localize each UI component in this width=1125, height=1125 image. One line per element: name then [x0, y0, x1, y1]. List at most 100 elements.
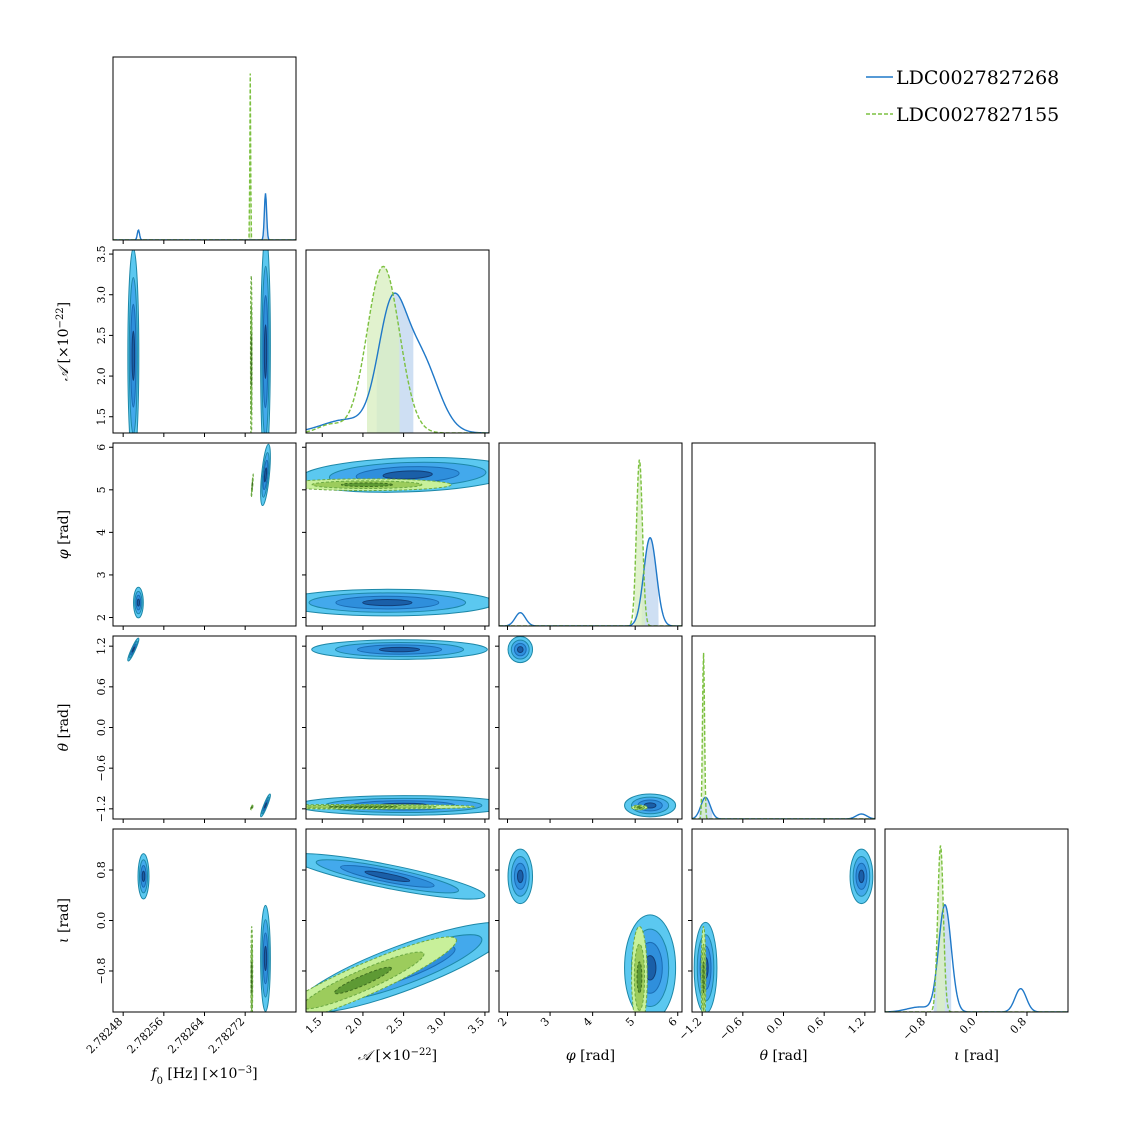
x-tick-label-f0: 2.78272: [206, 1015, 247, 1056]
contour-blue-core-0: [263, 467, 268, 483]
marginal-curve-green-iota: [885, 845, 1068, 1012]
panel-frame-phi-theta: [691, 442, 876, 627]
joint-iota-A: [305, 828, 490, 1013]
contour-green-core-0: [250, 806, 253, 809]
contour-blue-core-1: [136, 598, 141, 607]
y-tick-label-A: 3.5: [95, 245, 108, 262]
y-tick-label-iota: 0.8: [95, 861, 108, 879]
x-tick-label-iota: −0.8: [900, 1015, 928, 1043]
x-tick-label-theta: 0.0: [764, 1015, 786, 1037]
contour-blue-core-0: [364, 870, 411, 883]
x-tick-label-phi: 4: [581, 1015, 595, 1029]
x-axis-label-theta: θ [rad]: [760, 1048, 808, 1064]
y-tick-label-theta: 0.6: [95, 678, 108, 696]
contour-green-core-0: [702, 961, 705, 994]
y-tick-label-A: 3.0: [95, 286, 108, 304]
y-tick-label-A: 2.0: [95, 367, 108, 385]
y-tick-label-theta: 0.0: [95, 719, 108, 737]
x-axis-label-A: 𝒜 [×10−22]: [358, 1047, 437, 1065]
marginal-f0: [112, 56, 297, 241]
contour-blue-core-0: [858, 869, 865, 884]
joint-A-f0: [112, 249, 297, 434]
y-tick-label-theta: −0.6: [95, 755, 108, 782]
contour-blue-core-0: [516, 869, 524, 884]
contour-blue-core-1: [263, 802, 268, 809]
marginal-curve-green-f0: [113, 73, 296, 240]
panel-frame-A: [305, 249, 490, 434]
x-tick-label-f0: 2.78264: [165, 1015, 206, 1056]
joint-phi-A: [305, 442, 490, 627]
y-axis-label-iota: ι [rad]: [56, 898, 72, 943]
x-tick-label-iota: 0.8: [1008, 1015, 1030, 1037]
y-axis-label-A: 𝒜 [×10−22]: [55, 302, 73, 381]
panel-frame-theta-phi: [498, 635, 683, 820]
marginal-band-green-A: [367, 266, 400, 433]
y-tick-label-iota: −0.8: [95, 958, 108, 985]
marginal-curve-green-theta: [692, 652, 875, 819]
x-axis-label-phi: φ [rad]: [566, 1048, 615, 1064]
y-tick-label-phi: 3: [95, 571, 108, 578]
x-tick-label-A: 1.5: [303, 1015, 325, 1037]
marginal-band-blue-f0: [240, 193, 281, 240]
contour-green-core-0: [250, 961, 253, 994]
contour-green-core-0: [333, 966, 392, 995]
contour-green-core-0: [251, 481, 254, 490]
x-tick-label-A: 3.5: [465, 1015, 487, 1037]
contour-green-core-0: [636, 806, 643, 809]
x-tick-label-theta: 0.6: [805, 1015, 827, 1037]
contour-blue-core-0: [131, 646, 136, 653]
joint-iota-theta: [691, 828, 876, 1013]
contour-blue-core-0: [131, 330, 136, 381]
panel-frame-theta-f0: [112, 635, 297, 820]
x-tick-label-A: 2.0: [343, 1015, 365, 1037]
contour-blue-core-0: [141, 870, 146, 883]
y-tick-label-theta: 1.2: [95, 637, 108, 655]
legend-label-0: LDC0027827268: [896, 67, 1059, 89]
marginal-curve-blue-f0: [113, 193, 296, 240]
x-tick-label-A: 3.0: [425, 1015, 447, 1037]
contour-green-core-0: [328, 805, 398, 809]
y-tick-label-phi: 6: [95, 444, 108, 451]
x-tick-label-phi: 5: [623, 1015, 637, 1029]
contour-blue-core-1: [362, 599, 413, 607]
contour-green-core-0: [250, 333, 253, 386]
y-tick-label-phi: 4: [95, 529, 108, 536]
panel-frame-phi: [498, 442, 683, 627]
joint-phi-theta: [691, 442, 876, 627]
legend: LDC0027827268 LDC0027827155: [866, 67, 1059, 126]
legend-item-1: LDC0027827155: [866, 104, 1059, 126]
x-tick-label-f0: 2.78248: [84, 1015, 125, 1056]
axes: 2.78248 2.78256 2.78264 2.78272 f0 [Hz] [×10…: [55, 240, 1030, 1087]
x-tick-label-theta: 1.2: [845, 1015, 867, 1037]
x-tick-label-iota: 0.0: [957, 1015, 979, 1037]
joint-theta-phi: [498, 635, 683, 820]
panel-frame-theta: [691, 635, 876, 820]
y-tick-label-phi: 5: [95, 486, 108, 493]
y-axis-label-theta: θ [rad]: [56, 704, 72, 752]
x-tick-label-phi: 6: [666, 1015, 680, 1029]
contour-blue-core-1: [263, 945, 268, 972]
x-tick-label-f0: 2.78256: [125, 1015, 166, 1056]
legend-label-1: LDC0027827155: [896, 104, 1059, 126]
contour-blue-core-0: [516, 646, 524, 654]
legend-item-0: LDC0027827268: [866, 67, 1059, 89]
joint-theta-A: [305, 635, 490, 820]
marginal-curve-blue-theta: [692, 796, 875, 819]
marginal-curve-blue-iota: [885, 903, 1068, 1012]
y-tick-label-phi: 2: [95, 614, 108, 621]
marginal-curve-blue-phi: [499, 537, 682, 626]
contour-blue-core-0: [382, 470, 433, 480]
x-tick-label-theta: −1.2: [676, 1015, 704, 1043]
contour-blue-core-1: [263, 324, 268, 380]
y-axis-label-phi: φ [rad]: [56, 510, 72, 559]
panel-frame-iota-theta: [691, 828, 876, 1013]
x-tick-label-theta: −0.6: [717, 1015, 745, 1043]
joint-phi-f0: [112, 442, 297, 627]
joint-theta-f0: [112, 635, 297, 820]
y-tick-label-iota: 0.0: [95, 912, 108, 930]
marginal-theta: [691, 635, 876, 820]
panel-frame-iota: [884, 828, 1069, 1013]
panel-frame-theta-A: [305, 635, 490, 820]
joint-iota-f0: [112, 828, 297, 1013]
